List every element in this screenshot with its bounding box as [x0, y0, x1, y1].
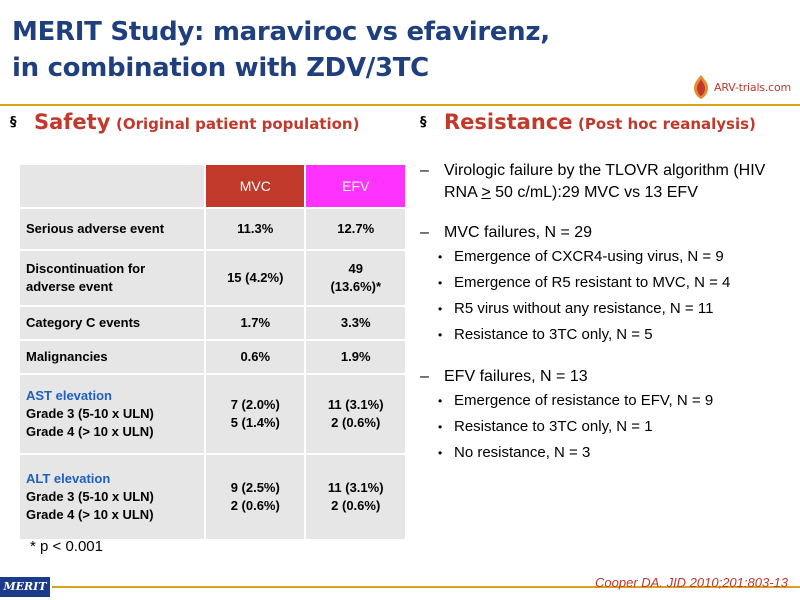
safety-table: MVC EFV Serious adverse event 11.3% 12.7… [17, 163, 407, 541]
dot-bullet-icon: • [438, 420, 443, 434]
merit-badge: MERIT [0, 577, 50, 597]
row-label: Malignancies [17, 339, 207, 375]
row-efv-value: 3.3% [304, 305, 407, 341]
row-efv-value: 11 (3.1%) 2 (0.6%) [304, 453, 407, 541]
arv-trials-logo: ARV-trials.com [690, 74, 795, 102]
table-row: ALT elevation Grade 3 (5-10 x ULN) Grade… [17, 453, 407, 541]
sub-list-item: • Emergence of R5 resistant to MVC, N = 4 [420, 270, 795, 296]
dot-bullet-icon: • [438, 446, 443, 460]
dash-bullet-icon: – [420, 162, 429, 179]
dot-bullet-icon: • [438, 250, 443, 264]
dot-bullet-icon: • [438, 394, 443, 408]
row-label: Serious adverse event [17, 207, 207, 251]
list-item: – MVC failures, N = 29 [420, 222, 795, 244]
resistance-subtitle: (Post hoc reanalysis) [578, 115, 756, 133]
resistance-title: Resistance [444, 110, 573, 134]
header-mvc: MVC [204, 163, 307, 209]
safety-heading: § Safety (Original patient population) [10, 110, 359, 134]
slide-title: MERIT Study: maraviroc vs efavirenz, in … [12, 14, 612, 86]
sub-list-item: • Resistance to 3TC only, N = 5 [420, 322, 795, 348]
resistance-heading: § Resistance (Post hoc reanalysis) [420, 110, 756, 134]
title-line-1: MERIT Study: maraviroc vs efavirenz, [12, 17, 550, 47]
table-row: Discontinuation for adverse event 15 (4.… [17, 249, 407, 307]
row-efv-value: 11 (3.1%) 2 (0.6%) [304, 373, 407, 455]
resistance-list: – Virologic failure by the TLOVR algorit… [420, 160, 795, 466]
row-mvc-value: 7 (2.0%) 5 (1.4%) [204, 373, 307, 455]
header-divider [0, 104, 800, 106]
row-efv-value: 12.7% [304, 207, 407, 251]
logo-mark-icon [694, 75, 708, 99]
sub-list-item: • No resistance, N = 3 [420, 440, 795, 466]
row-mvc-value: 0.6% [204, 339, 307, 375]
dot-bullet-icon: • [438, 276, 443, 290]
table-row: Category C events 1.7% 3.3% [17, 305, 407, 341]
citation: Cooper DA. JID 2010;201:803-13 [595, 575, 788, 590]
square-bullet-icon: § [420, 115, 427, 130]
title-line-2: in combination with ZDV/3TC [12, 53, 429, 83]
list-item: – EFV failures, N = 13 [420, 366, 795, 388]
row-label: AST elevation Grade 3 (5-10 x ULN) Grade… [17, 373, 207, 455]
sub-list-item: • R5 virus without any resistance, N = 11 [420, 296, 795, 322]
dash-bullet-icon: – [420, 368, 429, 385]
sub-list-item: • Emergence of CXCR4-using virus, N = 9 [420, 244, 795, 270]
square-bullet-icon: § [10, 115, 17, 130]
list-item: – Virologic failure by the TLOVR algorit… [420, 162, 766, 201]
table-row: AST elevation Grade 3 (5-10 x ULN) Grade… [17, 373, 407, 455]
footer-divider [52, 586, 800, 588]
row-label: Discontinuation for adverse event [17, 249, 207, 307]
sub-list-item: • Emergence of resistance to EFV, N = 9 [420, 388, 795, 414]
safety-title: Safety [34, 110, 111, 134]
row-efv-value: 1.9% [304, 339, 407, 375]
dot-bullet-icon: • [438, 328, 443, 342]
row-mvc-value: 1.7% [204, 305, 307, 341]
logo-text: ARV-trials.com [714, 81, 792, 94]
header-empty-cell [17, 163, 207, 209]
row-label: ALT elevation Grade 3 (5-10 x ULN) Grade… [17, 453, 207, 541]
table-row: Serious adverse event 11.3% 12.7% [17, 207, 407, 251]
dash-bullet-icon: – [420, 224, 429, 241]
row-mvc-value: 11.3% [204, 207, 307, 251]
header-efv: EFV [304, 163, 407, 209]
row-label: Category C events [17, 305, 207, 341]
table-header-row: MVC EFV [17, 163, 407, 209]
sub-list-item: • Resistance to 3TC only, N = 1 [420, 414, 795, 440]
table-row: Malignancies 0.6% 1.9% [17, 339, 407, 375]
footnote: * p < 0.001 [30, 538, 103, 555]
row-mvc-value: 15 (4.2%) [204, 249, 307, 307]
row-efv-value: 49 (13.6%)* [304, 249, 407, 307]
dot-bullet-icon: • [438, 302, 443, 316]
row-mvc-value: 9 (2.5%) 2 (0.6%) [204, 453, 307, 541]
safety-subtitle: (Original patient population) [115, 115, 360, 133]
